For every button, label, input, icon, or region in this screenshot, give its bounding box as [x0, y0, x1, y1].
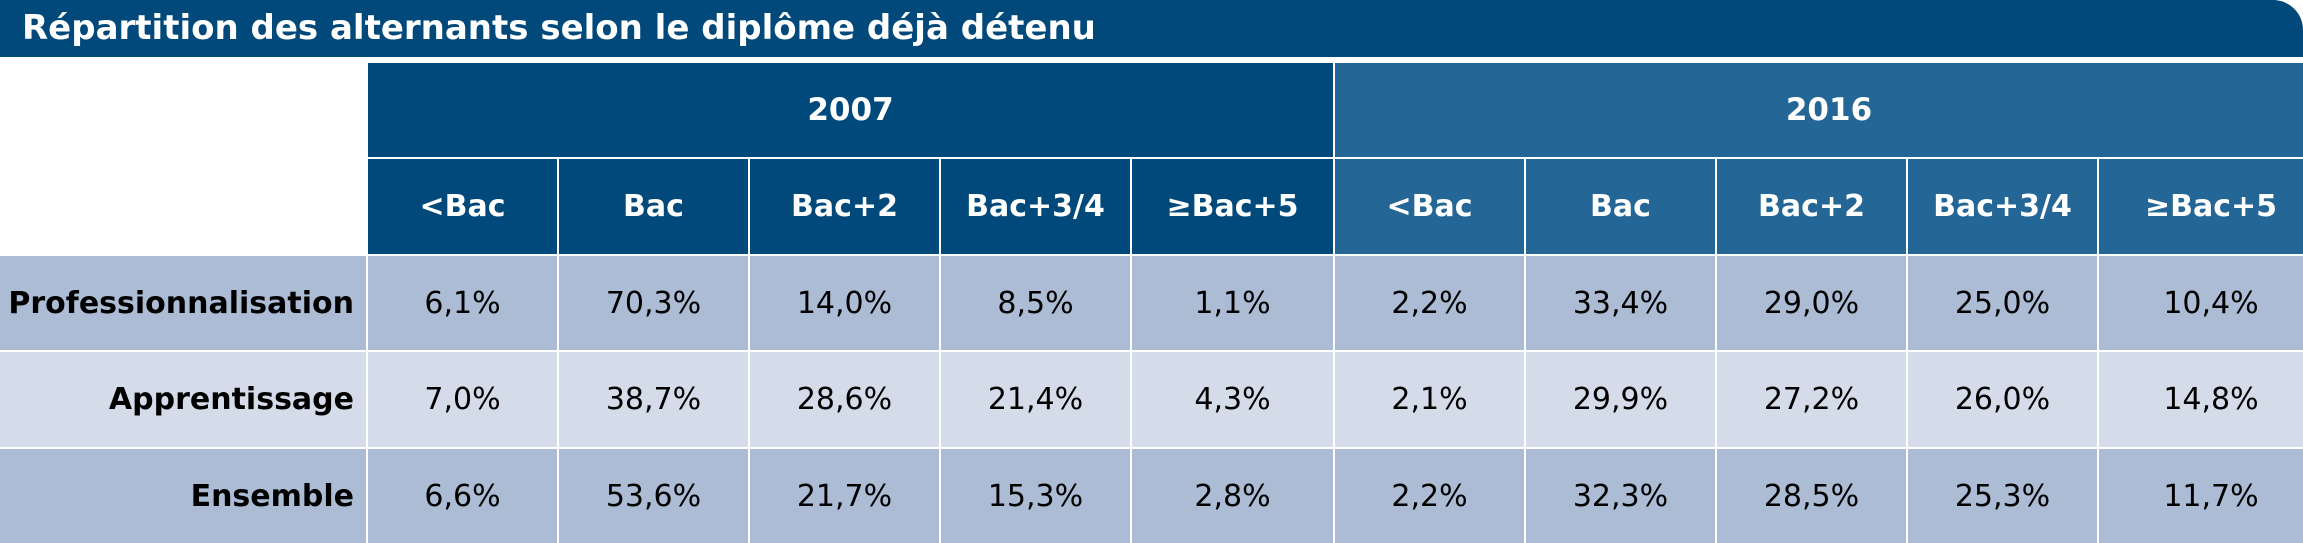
table-cell: 2,2% — [1335, 256, 1524, 350]
table-cell: 26,0% — [1908, 352, 2097, 447]
level-header: Bac+3/4 — [1908, 159, 2097, 254]
table-cell: 6,6% — [368, 449, 557, 543]
table-cell: 10,4% — [2099, 256, 2303, 350]
level-header: Bac+2 — [750, 159, 939, 254]
table-cell: 53,6% — [559, 449, 748, 543]
table-cell: 32,3% — [1526, 449, 1715, 543]
table-cell: 15,3% — [941, 449, 1130, 543]
level-header: Bac — [1526, 159, 1715, 254]
table-cell: 29,0% — [1717, 256, 1906, 350]
level-header: <Bac — [368, 159, 557, 254]
data-table: 2007 2016 <Bac Bac Bac+2 Bac+3/4 ≥Bac+5 … — [0, 63, 2303, 543]
table-cell: 4,3% — [1132, 352, 1333, 447]
table-cell: 29,9% — [1526, 352, 1715, 447]
table-cell: 25,3% — [1908, 449, 2097, 543]
corner-blank — [0, 63, 366, 254]
table-cell: 38,7% — [559, 352, 748, 447]
table-cell: 28,5% — [1717, 449, 1906, 543]
year-header-2016: 2016 — [1335, 63, 2303, 157]
row-label: Professionnalisation — [0, 256, 366, 350]
table-cell: 25,0% — [1908, 256, 2097, 350]
table-cell: 1,1% — [1132, 256, 1333, 350]
level-header: ≥Bac+5 — [2099, 159, 2303, 254]
level-header: Bac — [559, 159, 748, 254]
table-cell: 14,0% — [750, 256, 939, 350]
table-cell: 28,6% — [750, 352, 939, 447]
table-cell: 8,5% — [941, 256, 1130, 350]
table-cell: 7,0% — [368, 352, 557, 447]
table-cell: 33,4% — [1526, 256, 1715, 350]
year-header-2007: 2007 — [368, 63, 1333, 157]
level-header: Bac+2 — [1717, 159, 1906, 254]
table-cell: 2,8% — [1132, 449, 1333, 543]
table-cell: 21,4% — [941, 352, 1130, 447]
table-cell: 11,7% — [2099, 449, 2303, 543]
row-label: Ensemble — [0, 449, 366, 543]
row-label: Apprentissage — [0, 352, 366, 447]
table-cell: 14,8% — [2099, 352, 2303, 447]
table-cell: 27,2% — [1717, 352, 1906, 447]
table-cell: 70,3% — [559, 256, 748, 350]
table-cell: 6,1% — [368, 256, 557, 350]
level-header: Bac+3/4 — [941, 159, 1130, 254]
table-title: Répartition des alternants selon le dipl… — [0, 0, 2303, 57]
table-cell: 2,2% — [1335, 449, 1524, 543]
table-cell: 21,7% — [750, 449, 939, 543]
table-cell: 2,1% — [1335, 352, 1524, 447]
level-header: ≥Bac+5 — [1132, 159, 1333, 254]
level-header: <Bac — [1335, 159, 1524, 254]
